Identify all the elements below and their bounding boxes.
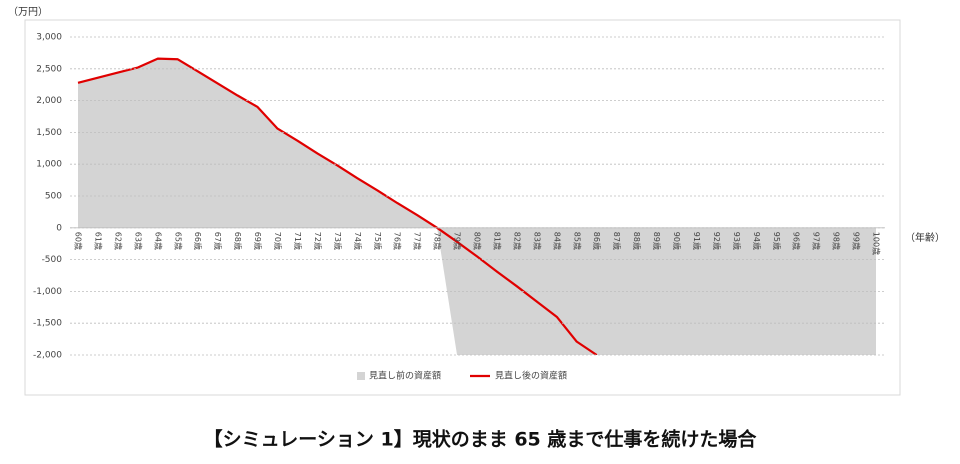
x-tick-label: 88歳 bbox=[632, 232, 642, 250]
x-tick-label: 99歳 bbox=[852, 232, 862, 250]
legend-label: 見直し後の資産額 bbox=[495, 370, 567, 382]
y-tick-label: 3,000 bbox=[36, 33, 62, 43]
x-tick-label: 77歳 bbox=[413, 232, 423, 250]
x-tick-label: 66歳 bbox=[193, 232, 203, 250]
y-tick-label: 0 bbox=[56, 223, 62, 233]
x-tick-label: 74歳 bbox=[353, 232, 363, 250]
x-tick-label: 85歳 bbox=[572, 232, 582, 250]
x-tick-label: 63歳 bbox=[133, 232, 143, 250]
y-tick-label: 1,000 bbox=[36, 160, 62, 170]
x-tick-label: 72歳 bbox=[313, 232, 323, 250]
x-tick-label: 67歳 bbox=[213, 232, 223, 250]
x-tick-label: 94歳 bbox=[752, 232, 762, 250]
x-tick-label: 82歳 bbox=[512, 232, 522, 250]
x-tick-label: 65歳 bbox=[173, 232, 183, 250]
x-tick-label: 69歳 bbox=[253, 232, 263, 250]
plot-area bbox=[77, 57, 876, 355]
x-tick-label: 75歳 bbox=[373, 232, 383, 250]
x-tick-label: 70歳 bbox=[273, 232, 283, 250]
x-tick-label: 81歳 bbox=[492, 232, 502, 250]
x-tick-label: 91歳 bbox=[692, 232, 702, 250]
x-tick-label: 62歳 bbox=[113, 232, 123, 250]
caption: 【シミュレーション 1】現状のまま 65 歳まで仕事を続けた場合 bbox=[204, 428, 758, 451]
x-tick-label: 87歳 bbox=[612, 232, 622, 250]
area-series bbox=[78, 58, 876, 355]
x-tick-label: 96歳 bbox=[792, 232, 802, 250]
x-tick-label: 95歳 bbox=[772, 232, 782, 250]
x-tick-label: 61歳 bbox=[93, 232, 103, 250]
x-tick-label: 64歳 bbox=[153, 232, 163, 250]
x-tick-label: 83歳 bbox=[532, 232, 542, 250]
y-axis-label: （万円） bbox=[8, 6, 48, 18]
legend-swatch bbox=[357, 372, 365, 380]
x-tick-label: 97歳 bbox=[812, 232, 822, 250]
x-tick-label: 71歳 bbox=[293, 232, 303, 250]
x-tick-label: 60歳 bbox=[74, 232, 84, 250]
y-tick-label: 500 bbox=[45, 192, 62, 202]
y-tick-label: 1,500 bbox=[36, 128, 62, 138]
legend-label: 見直し前の資産額 bbox=[369, 370, 441, 382]
y-tick-label: -2,000 bbox=[33, 351, 62, 361]
y-tick-label: 2,000 bbox=[36, 96, 62, 106]
x-tick-label: 89歳 bbox=[652, 232, 662, 250]
x-tick-label: 100歳 bbox=[872, 232, 882, 255]
x-tick-label: 98歳 bbox=[832, 232, 842, 250]
y-tick-label: -1,000 bbox=[33, 287, 62, 297]
x-tick-label: 86歳 bbox=[592, 232, 602, 250]
x-axis-label: （年齢） bbox=[905, 231, 945, 244]
x-tick-label: 79歳 bbox=[453, 232, 463, 250]
x-tick-label: 78歳 bbox=[433, 232, 443, 250]
y-tick-label: -500 bbox=[42, 255, 63, 265]
x-tick-label: 92歳 bbox=[712, 232, 722, 250]
x-tick-label: 80歳 bbox=[473, 232, 483, 250]
x-tick-label: 68歳 bbox=[233, 232, 243, 250]
x-tick-label: 93歳 bbox=[732, 232, 742, 250]
x-tick-label: 76歳 bbox=[393, 232, 403, 250]
x-tick-label: 84歳 bbox=[552, 232, 562, 250]
x-tick-label: 90歳 bbox=[672, 232, 682, 250]
line-series bbox=[77, 57, 598, 355]
y-tick-label: -1,500 bbox=[33, 319, 62, 329]
x-tick-label: 73歳 bbox=[333, 232, 343, 250]
chart-frame bbox=[24, 19, 901, 396]
y-tick-label: 2,500 bbox=[36, 64, 62, 74]
